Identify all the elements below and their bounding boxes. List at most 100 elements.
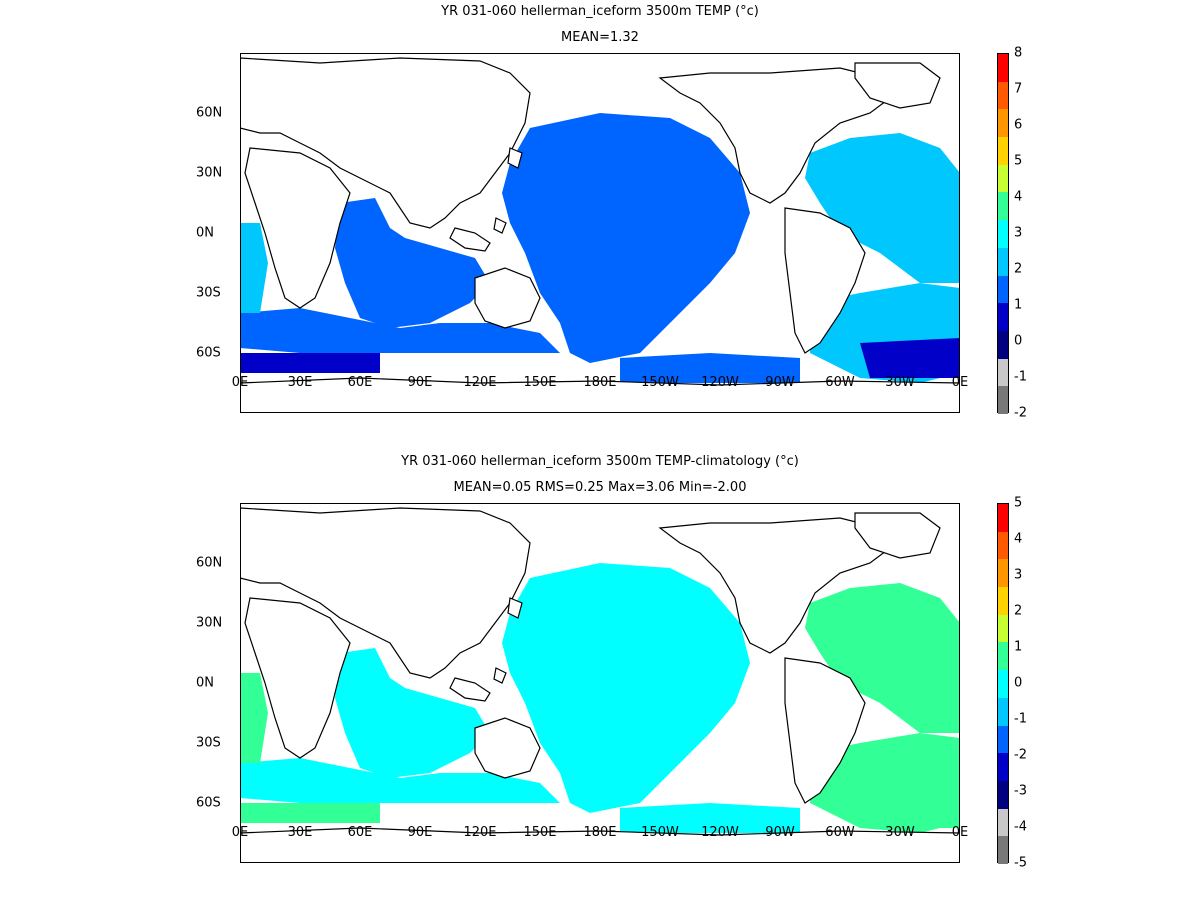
- x-tick-label: 30E: [287, 825, 313, 840]
- colorbar-tick-label: 2: [1014, 603, 1023, 619]
- land-outline: [658, 67, 891, 204]
- colorbar-tick-label: 4: [1014, 531, 1023, 547]
- x-tick-label: 90E: [407, 825, 433, 840]
- colorbar-segment: [998, 642, 1008, 671]
- land-outline: [240, 507, 531, 679]
- land-outline: [784, 657, 866, 804]
- colorbar-segment: [998, 614, 1008, 643]
- x-tick-label: 30W: [885, 825, 915, 840]
- x-tick-label: 30E: [287, 375, 313, 390]
- land-masses: [240, 57, 960, 413]
- colorbar-segment: [998, 531, 1008, 560]
- land-outline: [507, 147, 523, 169]
- x-tick-label: 0E: [951, 825, 969, 840]
- colorbar-segment: [998, 303, 1008, 332]
- x-tick-label: 120E: [463, 825, 497, 840]
- colorbar-segment: [998, 697, 1008, 727]
- land-outline: [784, 207, 866, 354]
- colorbar-tick-label: -2: [1014, 405, 1027, 421]
- y-tick-label: 60S: [196, 795, 221, 811]
- colorbar-tick-label: -3: [1014, 783, 1027, 799]
- colorbar-tick-label: 0: [1014, 333, 1023, 349]
- colorbar-tick-label: 5: [1014, 495, 1023, 511]
- panel-title: YR 031-060 hellerman_iceform 3500m TEMP-…: [401, 454, 799, 469]
- land-outline: [474, 267, 541, 329]
- y-tick-label: 30N: [196, 615, 223, 631]
- x-tick-label: 150E: [523, 825, 557, 840]
- y-tick-label: 60N: [196, 105, 223, 121]
- land-outline: [449, 227, 491, 252]
- colorbar-segment: [998, 836, 1008, 865]
- colorbar: [997, 53, 1009, 415]
- x-tick-label: 150W: [641, 375, 679, 390]
- x-tick-label: 60E: [347, 825, 373, 840]
- y-tick-label: 60N: [196, 555, 223, 571]
- map-panel-bottom: YR 031-060 hellerman_iceform 3500m TEMP-…: [0, 450, 1200, 900]
- ocean-region-deep_cold: [860, 788, 960, 828]
- colorbar-segment: [998, 137, 1008, 166]
- colorbar-tick-label: -2: [1014, 747, 1027, 763]
- colorbar-segment: [998, 54, 1008, 83]
- colorbar-tick-label: -1: [1014, 369, 1027, 385]
- colorbar-segment: [998, 275, 1008, 304]
- colorbar-segment: [998, 192, 1008, 221]
- land-outline: [854, 62, 941, 109]
- panel-title: YR 031-060 hellerman_iceform 3500m TEMP …: [441, 4, 759, 19]
- map-panel-top: YR 031-060 hellerman_iceform 3500m TEMP …: [196, 4, 1027, 421]
- x-tick-label: 60E: [347, 375, 373, 390]
- colorbar-segment: [998, 559, 1008, 588]
- colorbar-tick-label: 6: [1014, 117, 1023, 133]
- colorbar-segment: [998, 670, 1008, 699]
- colorbar-segment: [998, 587, 1008, 616]
- x-tick-label: 30W: [885, 375, 915, 390]
- land-outline: [240, 827, 960, 863]
- y-tick-label: 0N: [196, 675, 214, 691]
- colorbar-segment: [998, 330, 1008, 360]
- colorbar-tick-label: -4: [1014, 819, 1027, 835]
- ocean-region-atlantic: [240, 673, 268, 763]
- colorbar: [997, 503, 1009, 865]
- ocean-region-ocean: [240, 758, 560, 803]
- x-tick-label: 90W: [765, 375, 795, 390]
- y-tick-label: 30S: [196, 285, 221, 301]
- x-tick-label: 120E: [463, 375, 497, 390]
- colorbar-tick-label: 3: [1014, 225, 1023, 241]
- colorbar-segment: [998, 780, 1008, 810]
- colorbar-tick-label: -5: [1014, 855, 1027, 871]
- colorbar-tick-label: 2: [1014, 261, 1023, 277]
- land-outline: [658, 517, 891, 654]
- x-tick-label: 150E: [523, 375, 557, 390]
- panel-subtitle: MEAN=1.32: [561, 30, 639, 45]
- x-tick-label: 90W: [765, 825, 795, 840]
- ocean-region-ocean: [502, 563, 750, 813]
- map-frame: [240, 503, 960, 863]
- colorbar-tick-label: -1: [1014, 711, 1027, 727]
- ocean-region-ocean: [240, 308, 560, 353]
- colorbar-segment: [998, 753, 1008, 782]
- y-tick-label: 30S: [196, 735, 221, 751]
- ocean-region-ocean: [502, 113, 750, 363]
- x-tick-label: 90E: [407, 375, 433, 390]
- colorbar-tick-label: 1: [1014, 639, 1023, 655]
- ocean-region-deep_cold: [240, 353, 380, 373]
- colorbar-tick-label: 8: [1014, 45, 1023, 61]
- colorbar-segment: [998, 358, 1008, 387]
- x-tick-label: 180E: [583, 825, 617, 840]
- y-tick-label: 60S: [196, 345, 221, 361]
- land-outline: [493, 667, 507, 684]
- x-tick-label: 0E: [951, 375, 969, 390]
- panel-subtitle: MEAN=0.05 RMS=0.25 Max=3.06 Min=-2.00: [453, 480, 747, 495]
- colorbar-segment: [998, 386, 1008, 415]
- x-tick-label: 180E: [583, 375, 617, 390]
- colorbar-tick-label: 5: [1014, 153, 1023, 169]
- colorbar-segment: [998, 164, 1008, 193]
- ocean-region-ocean: [335, 198, 490, 328]
- land-outline: [240, 377, 960, 413]
- land-outline: [507, 597, 523, 619]
- ocean-region-ocean: [620, 353, 800, 383]
- land-outline: [493, 217, 507, 234]
- ocean-region-ocean: [335, 648, 490, 778]
- colorbar-tick-label: 7: [1014, 81, 1023, 97]
- x-tick-label: 0E: [231, 825, 249, 840]
- ocean-region-atlantic: [240, 223, 268, 313]
